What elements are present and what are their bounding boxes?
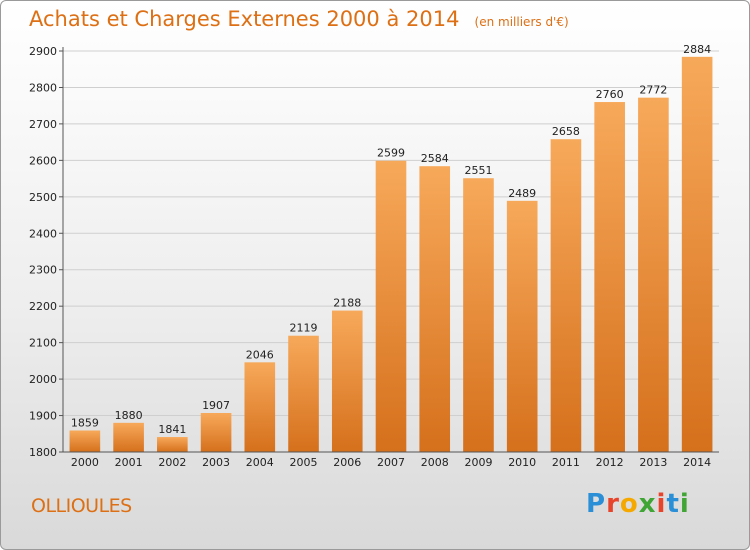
value-label-2011: 2658	[552, 125, 580, 138]
bar-2009	[463, 178, 494, 452]
y-tick-label: 2100	[29, 337, 57, 350]
value-label-2001: 1880	[115, 409, 143, 422]
value-label-2005: 2119	[290, 322, 318, 335]
value-label-2002: 1841	[158, 423, 186, 436]
x-tick-label-2005: 2005	[290, 456, 318, 469]
bar-2008	[419, 166, 451, 453]
bar-2003	[200, 412, 232, 452]
value-label-2010: 2489	[508, 187, 536, 200]
y-tick-label: 2600	[29, 154, 57, 167]
chart-subtitle: (en milliers d'€)	[474, 15, 569, 29]
y-tick-label: 2200	[29, 300, 57, 313]
bar-2004	[244, 362, 276, 452]
value-label-2012: 2760	[596, 88, 624, 101]
axes: 1800 1900 2000 2100 2200 2300 2400 2500 2600 2700…	[29, 45, 719, 469]
brand-letter: t	[666, 489, 680, 519]
y-tick-label: 2900	[29, 45, 57, 58]
x-tick-label-2006: 2006	[333, 456, 361, 469]
value-label-2006: 2188	[333, 297, 361, 310]
value-label-2004: 2046	[246, 348, 274, 361]
x-tick-label-2001: 2001	[115, 456, 143, 469]
y-tick-label: 1800	[29, 446, 57, 459]
x-tick-label-2014: 2014	[683, 456, 711, 469]
y-tick-label: 2800	[29, 81, 57, 94]
y-tick-label: 2500	[29, 191, 57, 204]
bar-2000	[69, 430, 101, 452]
x-tick-label-2003: 2003	[202, 456, 230, 469]
value-label-2000: 1859	[71, 416, 99, 429]
bar-2011	[550, 139, 582, 452]
x-tick-label-2010: 2010	[508, 456, 536, 469]
value-label-2008: 2584	[421, 152, 449, 165]
x-tick-label-2008: 2008	[421, 456, 449, 469]
value-label-2009: 2551	[464, 164, 492, 177]
x-tick-label-2002: 2002	[158, 456, 186, 469]
brand-letter: r	[606, 489, 620, 519]
value-label-2013: 2772	[639, 84, 667, 97]
brand-letter: i	[656, 489, 667, 519]
x-tick-label-2004: 2004	[246, 456, 274, 469]
x-tick-label-2012: 2012	[596, 456, 624, 469]
commune-name: OLLIOULES	[31, 495, 132, 517]
bar-2010	[506, 200, 538, 452]
brand-letter: o	[619, 489, 639, 519]
chart-title: Achats et Charges Externes 2000 à 2014	[29, 7, 460, 31]
y-tick-label: 1900	[29, 410, 57, 423]
bar-2006	[331, 310, 363, 452]
bar-2012	[594, 102, 625, 452]
x-tick-label-2011: 2011	[552, 456, 580, 469]
bar-2007	[375, 160, 407, 452]
bar-2014	[681, 56, 713, 452]
x-tick-label-2007: 2007	[377, 456, 405, 469]
bar-2005	[288, 335, 319, 452]
value-label-2014: 2884	[683, 43, 711, 56]
bar-2001	[113, 422, 144, 452]
brand-logo: Proxiti	[586, 489, 690, 519]
bar-2013	[638, 97, 669, 453]
x-tick-label-2013: 2013	[639, 456, 667, 469]
x-tick-label-2009: 2009	[464, 456, 492, 469]
brand-letter: i	[679, 489, 690, 519]
brand-letter: P	[586, 489, 607, 519]
y-tick-label: 2000	[29, 373, 57, 386]
y-tick-label: 2400	[29, 227, 57, 240]
value-label-2007: 2599	[377, 147, 405, 160]
bar-2002	[157, 437, 188, 452]
bars: 1859 1880 1841 1907 2046 2119 2188 2599 2584 2551…	[69, 43, 713, 453]
x-tick-label-2000: 2000	[71, 456, 99, 469]
y-tick-label: 2700	[29, 118, 57, 131]
value-label-2003: 1907	[202, 399, 230, 412]
y-tick-label: 2300	[29, 264, 57, 277]
brand-letter: x	[638, 489, 657, 519]
title-row: Achats et Charges Externes 2000 à 2014 (…	[29, 7, 569, 31]
